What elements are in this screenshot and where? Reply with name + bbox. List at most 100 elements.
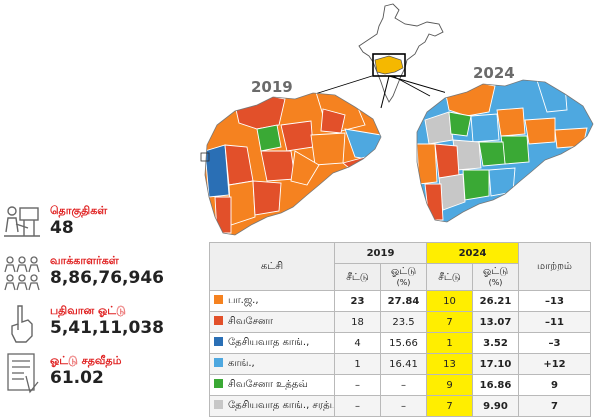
region-2019-center-red (280, 120, 314, 152)
party-swatch (214, 379, 223, 388)
party-cell: சிவசேனா (209, 311, 335, 333)
region-2024-east-orange (554, 127, 588, 149)
seats-2024: 13 (426, 353, 473, 375)
stat-constituencies: தொகுதிகள் 48 (2, 200, 172, 248)
party-swatch (214, 316, 223, 325)
seats-2019: – (334, 395, 381, 417)
header-party: கட்சி (209, 242, 335, 291)
votes-2019: 23.5 (380, 311, 427, 333)
stat-votes-cast: பதிவான ஓட்டு 5,41,11,038 (2, 300, 172, 348)
year-2024-label: 2024 (473, 64, 515, 82)
party-swatch (214, 337, 223, 346)
region-2019-south3 (214, 196, 232, 234)
votes-2024: 16.86 (472, 374, 519, 396)
header-seats-2024: சீட்டு (426, 263, 473, 291)
region-2019-south2 (252, 180, 282, 216)
seats-2024: 10 (426, 290, 473, 312)
seats-2019: – (334, 374, 381, 396)
region-2024-green3 (478, 141, 506, 167)
region-2024-center-blue (470, 113, 500, 143)
votes-2019: – (380, 374, 427, 396)
change: –11 (518, 311, 591, 333)
header-votes-2019: ஓட்டு (%) (380, 263, 427, 291)
region-2019-mid2 (290, 150, 320, 186)
table-row: சிவசேனா 18 23.5 7 13.07 –11 (209, 311, 591, 333)
seats-2024: 7 (426, 395, 473, 417)
region-2019-north (234, 94, 286, 130)
change: –13 (518, 290, 591, 312)
table-row: சிவசேனா உத்தவ் – –9 16.86 9 (209, 374, 591, 396)
table-row: பா.ஜ., 23 27.84 10 26.21 –13 (209, 290, 591, 312)
votes-2024: 3.52 (472, 332, 519, 354)
votes-2024: 13.07 (472, 311, 519, 333)
region-2019-mid-red (260, 150, 296, 182)
change: +12 (518, 353, 591, 375)
header-seats-2019: சீட்டு (334, 263, 381, 291)
party-swatch (214, 295, 223, 304)
constituency-icon (4, 206, 40, 237)
stat-voters: வாக்காளர்கள் 8,86,76,946 (2, 250, 172, 298)
header-2019: 2019 (334, 242, 427, 264)
party-cell: காங்., (209, 353, 335, 375)
year-2019-label: 2019 (251, 78, 293, 96)
region-2024-center-orange (496, 107, 526, 137)
region-2019-east2 (320, 108, 346, 134)
region-2019-mid1 (310, 132, 346, 166)
region-2019-west-blue (205, 144, 230, 198)
stat-value: 5,41,11,038 (50, 318, 165, 338)
party-name: காங்., (228, 358, 255, 369)
change: 7 (518, 395, 591, 417)
map-2019 (200, 92, 382, 236)
party-name: தேசியவாத காங்., (228, 337, 310, 348)
seats-2019: 4 (334, 332, 381, 354)
header-votes-2024: ஓட்டு (%) (472, 263, 519, 291)
voters-icon (4, 256, 40, 291)
party-cell: சிவசேனா உத்தவ் (209, 374, 335, 396)
stat-label: பதிவான ஓட்டு (50, 304, 126, 317)
stat-vote-percent: ஓட்டு சதவீதம் 61.02 (2, 350, 172, 398)
party-name: பா.ஜ., (228, 295, 259, 306)
region-2024-south-green (462, 169, 490, 201)
region-2024-green1 (448, 111, 472, 137)
region-2024-se-blue (488, 167, 516, 197)
party-name: சிவசேனா உத்தவ் (228, 379, 308, 390)
region-2024-green2 (500, 135, 530, 165)
votes-2019: 27.84 (380, 290, 427, 312)
region-2024-south-red (424, 183, 444, 221)
region-2024-west-red (434, 143, 460, 179)
map-2024 (416, 79, 594, 223)
party-name: தேசியவாத காங்., சரத்பவார் (228, 400, 334, 411)
change: 9 (518, 374, 591, 396)
votes-2019: 16.41 (380, 353, 427, 375)
table-row: தேசியவாத காங்., 4 15.66 1 3.52 –3 (209, 332, 591, 354)
seats-2019: 1 (334, 353, 381, 375)
stat-value: 8,86,76,946 (50, 268, 165, 288)
table-row: தேசியவாத காங்., சரத்பவார்––79.907 (209, 395, 591, 417)
party-cell: தேசியவாத காங்., (209, 332, 335, 354)
votes-2024: 17.10 (472, 353, 519, 375)
header-change: மாற்றம் (518, 242, 591, 291)
stat-label: வாக்காளர்கள் (50, 254, 119, 267)
stat-label: தொகுதிகள் (50, 204, 108, 217)
stat-value: 48 (50, 218, 74, 238)
maharashtra-highlight (374, 55, 404, 75)
party-name: சிவசேனா (228, 316, 273, 327)
party-swatch (214, 358, 223, 367)
ballot-percent-icon (7, 353, 39, 394)
votes-2019: – (380, 395, 427, 417)
table-row: காங்., 1 16.41 13 17.10 +12 (209, 353, 591, 375)
seats-2024: 9 (426, 374, 473, 396)
votes-2024: 9.90 (472, 395, 519, 417)
region-2019-south1 (228, 180, 256, 226)
vote-cast-icon (11, 305, 33, 343)
region-2019-center-green (256, 124, 282, 152)
party-cell: தேசியவாத காங்., சரத்பவார் (209, 395, 335, 417)
header-2024: 2024 (426, 242, 519, 264)
stat-value: 61.02 (50, 368, 104, 388)
stat-label: ஓட்டு சதவீதம் (50, 354, 122, 367)
seats-2019: 23 (334, 290, 381, 312)
change: –3 (518, 332, 591, 354)
region-2024-mid-orange (524, 117, 556, 145)
seats-2019: 18 (334, 311, 381, 333)
seats-2024: 7 (426, 311, 473, 333)
